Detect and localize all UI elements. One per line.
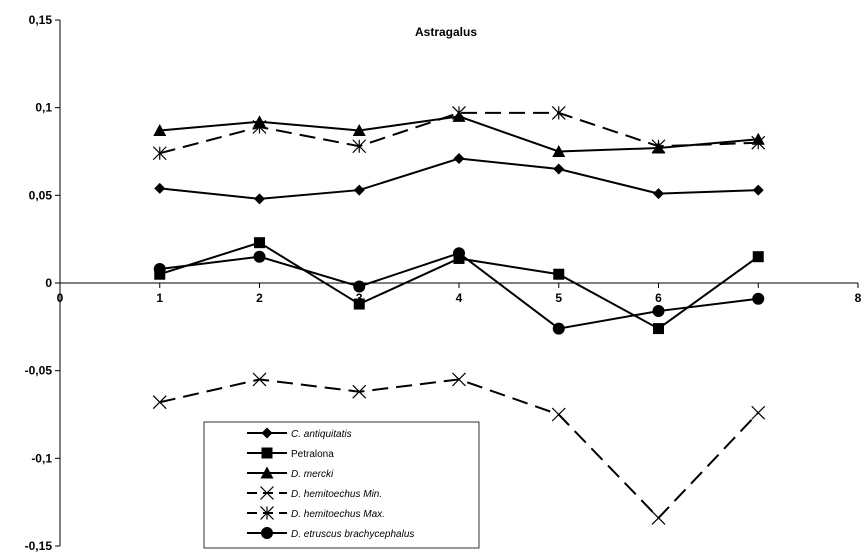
data-point (651, 139, 666, 154)
series-layer (152, 106, 766, 525)
data-point (252, 372, 267, 387)
data-point (352, 123, 366, 136)
series-3 (152, 372, 766, 525)
x-marker-stroke (152, 395, 167, 410)
x-tick-label: 4 (456, 291, 463, 305)
y-tick-label: -0,15 (25, 539, 53, 553)
data-point (253, 250, 266, 263)
legend-label: D. hemitoechus Min. (291, 489, 382, 500)
data-point (153, 262, 166, 275)
y-tick-label: 0,05 (29, 188, 53, 202)
y-tick-label: 0 (45, 276, 52, 290)
data-point (254, 193, 265, 205)
x-tick-label: 3 (356, 291, 363, 305)
data-point (353, 280, 366, 293)
legend-marker (260, 486, 274, 500)
data-point (352, 384, 367, 399)
data-point (452, 372, 466, 387)
data-point (254, 237, 265, 249)
x-marker-stroke (452, 372, 466, 387)
data-point (452, 106, 466, 120)
data-point (551, 407, 566, 422)
data-point (353, 184, 365, 196)
y-tick-label: -0,05 (25, 364, 53, 378)
data-point (653, 188, 664, 200)
data-point (553, 268, 565, 280)
legend-label: D. mercki (291, 469, 334, 480)
data-point (653, 323, 664, 335)
data-point (152, 395, 167, 410)
chart-title: Astragalus (415, 25, 477, 39)
x-tick-label: 1 (156, 291, 163, 305)
data-point (752, 184, 764, 196)
legend-label: Petralona (291, 449, 334, 460)
series-4 (152, 106, 766, 161)
legend-marker (261, 427, 273, 439)
data-point (651, 511, 666, 525)
legend-marker (260, 506, 274, 520)
legend-marker (261, 527, 273, 539)
y-tick-label: 0,15 (29, 13, 53, 27)
x-marker-stroke (352, 384, 367, 399)
legend-marker (261, 447, 273, 459)
legend-label: C. antiquitatis (291, 429, 352, 440)
data-point (551, 106, 566, 120)
data-point (453, 247, 465, 260)
data-point (453, 153, 465, 165)
data-point (752, 251, 764, 263)
legend-box (203, 421, 480, 549)
data-point (353, 298, 365, 310)
legend-marker (260, 466, 274, 479)
data-point (751, 135, 766, 150)
series-5 (153, 247, 765, 335)
y-tick-label: -0,1 (31, 451, 52, 465)
x-marker-stroke (551, 407, 566, 422)
series-0 (154, 153, 764, 205)
x-tick-label: 6 (655, 291, 662, 305)
data-point (352, 139, 367, 154)
legend-label: D. hemitoechus Max. (291, 509, 385, 520)
series-line (159, 157, 759, 200)
x-marker-stroke (260, 486, 274, 500)
x-tick-label: 8 (855, 291, 861, 305)
legend: C. antiquitatis Petralona D. mercki D. hemi… (203, 421, 480, 549)
x-tick-label: 5 (555, 291, 562, 305)
x-tick-label: 0 (57, 291, 64, 305)
data-point (652, 305, 665, 318)
data-point (752, 292, 765, 305)
data-point (751, 405, 766, 420)
x-marker-stroke (651, 511, 666, 525)
data-point (552, 145, 566, 157)
data-point (153, 123, 167, 136)
data-point (552, 322, 565, 335)
axes: 0,150,10,050-0,05-0,1-0,15012345678 (25, 13, 861, 553)
legend-label: D. etruscus brachycephalus (291, 529, 414, 540)
data-point (553, 163, 565, 175)
y-tick-label: 0,1 (35, 101, 52, 115)
data-point (152, 146, 167, 161)
data-point (154, 182, 166, 194)
data-point (252, 120, 267, 134)
x-marker-stroke (252, 372, 267, 387)
x-marker-stroke (751, 405, 766, 420)
x-tick-label: 2 (256, 291, 263, 305)
